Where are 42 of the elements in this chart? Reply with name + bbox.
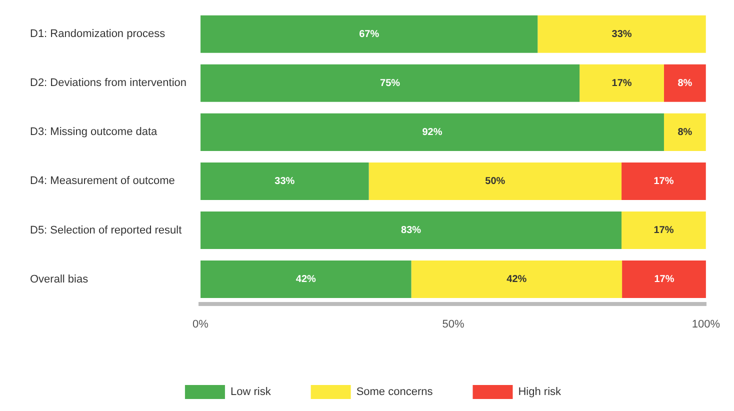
bar	[200, 64, 580, 102]
data-label: 17%	[654, 176, 674, 187]
y-tick-label: D5: Selection of reported result	[30, 224, 182, 236]
data-label: 17%	[612, 78, 632, 89]
bar	[622, 162, 706, 200]
x-tick-label: 0%	[192, 318, 209, 330]
data-label: 50%	[485, 176, 506, 187]
data-label: 8%	[678, 126, 692, 138]
data-label: 33%	[274, 176, 295, 187]
y-tick-label: D4: Measurement of outcome	[30, 175, 175, 188]
y-tick-label: D3: Missing outcome data	[30, 126, 158, 138]
bar	[200, 15, 538, 53]
bar	[200, 211, 622, 250]
y-tick-label: D1: Randomization process	[30, 28, 166, 40]
data-label: 17%	[654, 225, 674, 236]
bar	[200, 113, 664, 151]
bar	[368, 162, 622, 200]
bar	[538, 15, 706, 53]
bar	[622, 260, 706, 298]
bar	[664, 113, 706, 151]
legend-label: High risk	[518, 386, 562, 398]
data-label: 67%	[359, 28, 380, 40]
data-label: 42%	[506, 274, 527, 286]
data-label: 33%	[612, 28, 632, 40]
bar	[580, 64, 664, 102]
data-label: 83%	[401, 225, 422, 236]
data-label: 42%	[296, 274, 316, 286]
bar	[200, 162, 369, 200]
y-tick-label: D2: Deviations from intervention	[30, 77, 187, 90]
data-label: 92%	[422, 126, 442, 138]
y-tick-label: Overall bias	[30, 273, 89, 286]
data-label: 8%	[678, 78, 692, 89]
x-tick-label: 100%	[692, 318, 720, 330]
bar	[664, 64, 706, 102]
data-label: 17%	[654, 274, 674, 286]
bar	[411, 260, 622, 298]
legend-label: Low risk	[230, 386, 272, 398]
legend-label: Some concerns	[356, 386, 434, 398]
x-tick-label: 50%	[442, 318, 464, 330]
data-label: 75%	[380, 78, 400, 89]
bar	[622, 211, 706, 250]
bar	[200, 260, 412, 298]
